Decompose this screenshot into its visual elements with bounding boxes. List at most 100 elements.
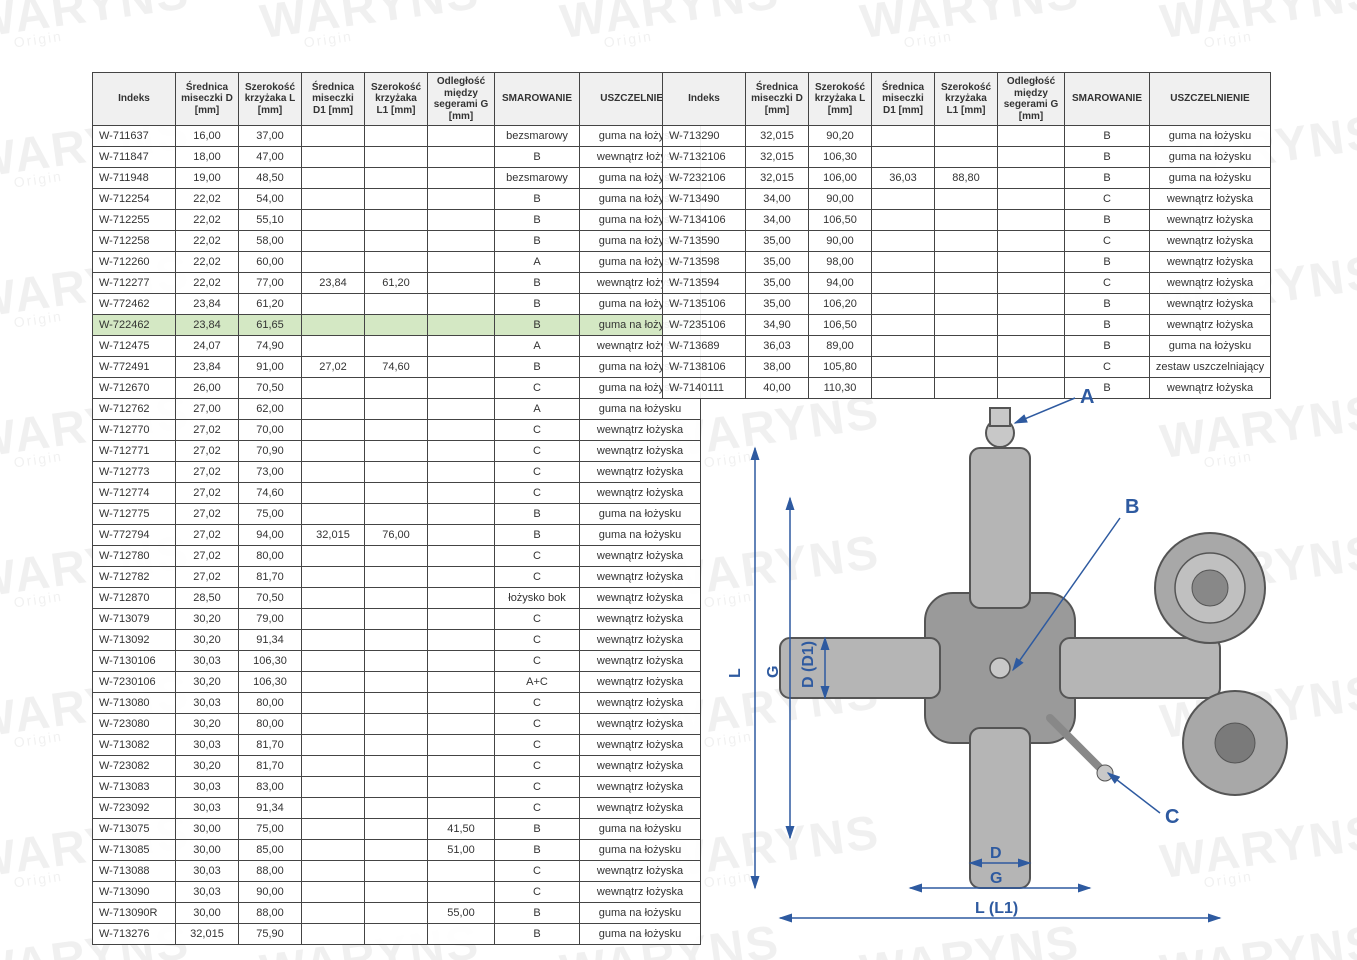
cell-value: 106,50 xyxy=(809,315,872,336)
cell-value xyxy=(302,777,365,798)
cell-index: W-712260 xyxy=(93,252,176,273)
cell-value: C xyxy=(495,441,580,462)
cell-index: W-722462 xyxy=(93,315,176,336)
cell-value: B xyxy=(495,903,580,924)
col-header: Odległość między segerami G [mm] xyxy=(998,73,1065,126)
cell-value xyxy=(302,924,365,945)
cell-value xyxy=(302,861,365,882)
cell-value: B xyxy=(495,819,580,840)
watermark: WARYNSOrigin xyxy=(557,0,784,56)
cell-value: 30,00 xyxy=(176,840,239,861)
cell-value xyxy=(365,882,428,903)
table-row: W-71227722,0277,0023,8461,20Bwewnątrz ło… xyxy=(93,273,701,294)
cell-index: W-7232106 xyxy=(663,168,746,189)
table-row: W-71329032,01590,20Bguma na łożysku xyxy=(663,126,1271,147)
cell-value xyxy=(428,924,495,945)
cell-index: W-713598 xyxy=(663,252,746,273)
label-d: D xyxy=(990,845,1002,862)
cell-value: 106,30 xyxy=(239,672,302,693)
cell-value: B xyxy=(495,210,580,231)
cell-value: guma na łożysku xyxy=(1150,336,1271,357)
cell-index: W-712258 xyxy=(93,231,176,252)
cell-value: C xyxy=(495,420,580,441)
cell-value: 61,20 xyxy=(365,273,428,294)
cell-value xyxy=(998,189,1065,210)
cell-value: 74,60 xyxy=(239,483,302,504)
cell-index: W-712762 xyxy=(93,399,176,420)
cell-value: C xyxy=(495,735,580,756)
cell-value: zestaw uszczelniający xyxy=(1150,357,1271,378)
cell-value: 22,02 xyxy=(176,231,239,252)
watermark: WARYNSOrigin xyxy=(0,0,194,56)
cell-value: B xyxy=(1065,168,1150,189)
cell-value xyxy=(428,273,495,294)
cell-value: 27,02 xyxy=(176,483,239,504)
cell-value xyxy=(365,126,428,147)
cell-index: W-713490 xyxy=(663,189,746,210)
cell-value: 23,84 xyxy=(176,294,239,315)
cell-value xyxy=(302,189,365,210)
col-header: Szerokość krzyżaka L1 [mm] xyxy=(365,73,428,126)
cell-value xyxy=(365,588,428,609)
cell-value: wewnątrz łożyska xyxy=(1150,210,1271,231)
cell-index: W-713082 xyxy=(93,735,176,756)
cell-value: 55,10 xyxy=(239,210,302,231)
cell-value: B xyxy=(1065,315,1150,336)
cell-value: guma na łożysku xyxy=(1150,168,1271,189)
cell-value: guma na łożysku xyxy=(1150,126,1271,147)
cell-value: 81,70 xyxy=(239,567,302,588)
cell-value: C xyxy=(495,378,580,399)
cell-value xyxy=(365,483,428,504)
cell-value: 30,03 xyxy=(176,798,239,819)
cell-value xyxy=(302,672,365,693)
cell-value: 54,00 xyxy=(239,189,302,210)
table-row: W-71308530,0085,0051,00Bguma na łożysku xyxy=(93,840,701,861)
cell-index: W-713080 xyxy=(93,693,176,714)
cell-value xyxy=(365,777,428,798)
cell-value: 76,00 xyxy=(365,525,428,546)
cell-value: 98,00 xyxy=(809,252,872,273)
cell-value: 91,34 xyxy=(239,630,302,651)
table-row: W-71308830,0388,00Cwewnątrz łożyska xyxy=(93,861,701,882)
col-header: Szerokość krzyżaka L1 [mm] xyxy=(935,73,998,126)
cell-value: 27,02 xyxy=(176,441,239,462)
cell-value xyxy=(428,672,495,693)
cell-value xyxy=(302,504,365,525)
cell-value xyxy=(428,441,495,462)
cell-value xyxy=(428,882,495,903)
cell-value: 32,015 xyxy=(746,126,809,147)
table-row: W-713510635,00106,20Bwewnątrz łożyska xyxy=(663,294,1271,315)
cell-value xyxy=(428,588,495,609)
label-g: G xyxy=(990,870,1002,887)
cell-index: W-713088 xyxy=(93,861,176,882)
cell-value: 89,00 xyxy=(809,336,872,357)
cell-value: wewnątrz łożyska xyxy=(1150,231,1271,252)
cell-value: 30,20 xyxy=(176,672,239,693)
cell-value: 60,00 xyxy=(239,252,302,273)
cell-value xyxy=(302,735,365,756)
cell-index: W-711637 xyxy=(93,126,176,147)
cell-value xyxy=(998,147,1065,168)
cell-value xyxy=(302,252,365,273)
cell-value xyxy=(302,567,365,588)
cell-value: 30,20 xyxy=(176,756,239,777)
cell-value xyxy=(302,819,365,840)
table-row: W-71359835,0098,00Bwewnątrz łożyska xyxy=(663,252,1271,273)
cell-index: W-772491 xyxy=(93,357,176,378)
cell-value xyxy=(428,126,495,147)
cell-value: C xyxy=(495,546,580,567)
cell-value: C xyxy=(495,882,580,903)
cell-value xyxy=(998,126,1065,147)
cell-value: 106,30 xyxy=(239,651,302,672)
cell-value: 80,00 xyxy=(239,546,302,567)
cell-value: 22,02 xyxy=(176,210,239,231)
cell-value: C xyxy=(495,483,580,504)
cell-value: 32,015 xyxy=(302,525,365,546)
cell-index: W-723080 xyxy=(93,714,176,735)
cell-value: C xyxy=(495,693,580,714)
cell-value: 28,50 xyxy=(176,588,239,609)
cell-value xyxy=(998,315,1065,336)
cell-value xyxy=(935,315,998,336)
cell-value: 30,20 xyxy=(176,609,239,630)
cell-value: 23,84 xyxy=(176,315,239,336)
